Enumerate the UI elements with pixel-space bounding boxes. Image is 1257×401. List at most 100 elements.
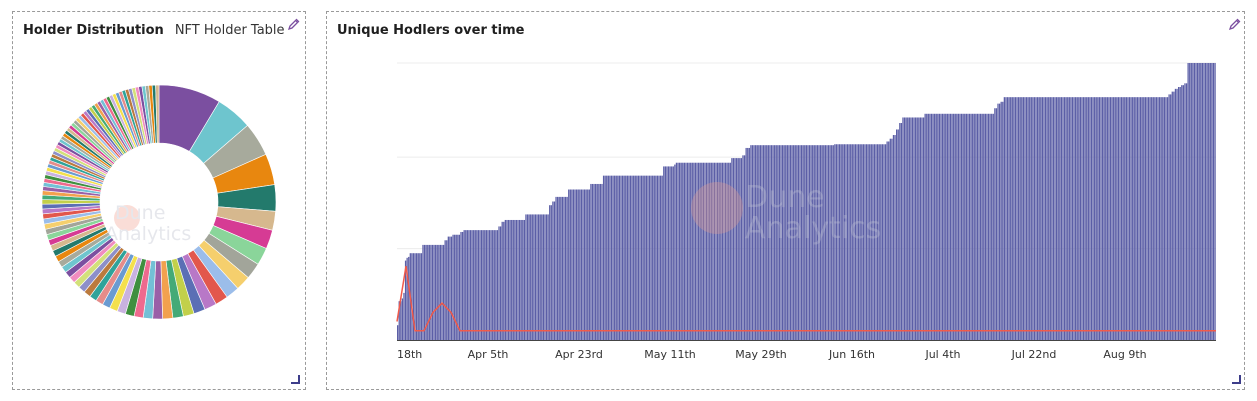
bar[interactable] bbox=[992, 113, 994, 341]
bar[interactable] bbox=[813, 145, 815, 340]
bar[interactable] bbox=[550, 205, 552, 340]
bar[interactable] bbox=[926, 113, 928, 341]
bar[interactable] bbox=[566, 196, 568, 340]
bar[interactable] bbox=[663, 166, 665, 340]
bar[interactable] bbox=[688, 162, 690, 340]
bar[interactable] bbox=[986, 113, 988, 341]
bar[interactable] bbox=[585, 189, 587, 340]
bar[interactable] bbox=[659, 175, 662, 340]
bar[interactable] bbox=[862, 144, 865, 340]
bar[interactable] bbox=[739, 158, 741, 340]
bar[interactable] bbox=[861, 144, 863, 340]
bar[interactable] bbox=[457, 234, 459, 340]
bar[interactable] bbox=[740, 158, 743, 340]
bar[interactable] bbox=[1143, 97, 1145, 340]
bar[interactable] bbox=[802, 145, 804, 340]
bar[interactable] bbox=[633, 175, 635, 340]
bar[interactable] bbox=[902, 117, 904, 340]
bar[interactable] bbox=[922, 117, 925, 340]
tab-holder-distribution[interactable]: Holder Distribution bbox=[23, 23, 164, 38]
bar[interactable] bbox=[583, 189, 586, 340]
bar[interactable] bbox=[975, 113, 977, 341]
bar[interactable] bbox=[1138, 97, 1140, 340]
bar[interactable] bbox=[593, 183, 595, 340]
bar[interactable] bbox=[1032, 97, 1034, 340]
bar[interactable] bbox=[438, 244, 440, 340]
bar[interactable] bbox=[558, 196, 560, 340]
bar[interactable] bbox=[1152, 97, 1154, 340]
bar[interactable] bbox=[1189, 63, 1191, 340]
bar[interactable] bbox=[734, 158, 736, 340]
bar[interactable] bbox=[642, 175, 644, 340]
bar[interactable] bbox=[723, 162, 725, 340]
bar[interactable] bbox=[1089, 97, 1091, 340]
bar[interactable] bbox=[1182, 85, 1185, 340]
bar[interactable] bbox=[710, 162, 712, 340]
bar[interactable] bbox=[1070, 97, 1072, 340]
bar[interactable] bbox=[1147, 97, 1150, 340]
bar[interactable] bbox=[647, 175, 649, 340]
bar[interactable] bbox=[886, 141, 888, 340]
bar[interactable] bbox=[930, 113, 933, 341]
bar[interactable] bbox=[774, 145, 776, 340]
bar[interactable] bbox=[1040, 97, 1042, 340]
bar[interactable] bbox=[596, 183, 598, 340]
bar[interactable] bbox=[870, 144, 872, 340]
bar[interactable] bbox=[1117, 97, 1120, 340]
bar[interactable] bbox=[518, 219, 521, 340]
bar[interactable] bbox=[580, 189, 583, 340]
bar[interactable] bbox=[401, 298, 404, 340]
bar[interactable] bbox=[425, 244, 427, 340]
bar[interactable] bbox=[831, 145, 833, 340]
bar[interactable] bbox=[948, 113, 950, 341]
bar[interactable] bbox=[1105, 97, 1107, 340]
bar[interactable] bbox=[417, 253, 419, 340]
bar[interactable] bbox=[1209, 63, 1211, 340]
bar[interactable] bbox=[810, 145, 812, 340]
bar[interactable] bbox=[786, 145, 788, 340]
bar[interactable] bbox=[547, 214, 549, 340]
bar[interactable] bbox=[715, 162, 717, 340]
bar[interactable] bbox=[957, 113, 960, 341]
bar[interactable] bbox=[979, 113, 982, 341]
bar[interactable] bbox=[553, 201, 556, 341]
bar[interactable] bbox=[878, 144, 880, 340]
bar[interactable] bbox=[1003, 97, 1006, 340]
bar[interactable] bbox=[1019, 97, 1021, 340]
bar[interactable] bbox=[937, 113, 939, 341]
bar[interactable] bbox=[962, 113, 964, 341]
bar[interactable] bbox=[1174, 88, 1177, 340]
bar[interactable] bbox=[1165, 97, 1167, 340]
bar[interactable] bbox=[1208, 63, 1210, 340]
bar[interactable] bbox=[1157, 97, 1159, 340]
bar[interactable] bbox=[1201, 63, 1204, 340]
bar[interactable] bbox=[840, 144, 842, 340]
bar[interactable] bbox=[865, 144, 868, 340]
bar[interactable] bbox=[495, 230, 497, 340]
bar[interactable] bbox=[612, 175, 614, 340]
bar[interactable] bbox=[945, 113, 947, 341]
bar[interactable] bbox=[442, 244, 445, 340]
bar[interactable] bbox=[672, 166, 674, 340]
bar[interactable] bbox=[1206, 63, 1208, 340]
bar[interactable] bbox=[827, 145, 830, 340]
bar[interactable] bbox=[978, 113, 980, 341]
bar[interactable] bbox=[614, 175, 616, 340]
bar[interactable] bbox=[539, 214, 541, 340]
bar[interactable] bbox=[897, 129, 899, 340]
bar[interactable] bbox=[959, 113, 961, 341]
bar[interactable] bbox=[903, 117, 906, 340]
bar[interactable] bbox=[485, 230, 487, 340]
bar[interactable] bbox=[951, 113, 953, 341]
bar[interactable] bbox=[1160, 97, 1162, 340]
bar[interactable] bbox=[1016, 97, 1018, 340]
bar[interactable] bbox=[1073, 97, 1075, 340]
bar[interactable] bbox=[569, 189, 571, 340]
bar[interactable] bbox=[400, 301, 402, 340]
bar[interactable] bbox=[845, 144, 847, 340]
bar[interactable] bbox=[621, 175, 624, 340]
bar[interactable] bbox=[474, 230, 476, 340]
bar[interactable] bbox=[1068, 97, 1070, 340]
bar[interactable] bbox=[556, 196, 559, 340]
bar[interactable] bbox=[1030, 97, 1032, 340]
